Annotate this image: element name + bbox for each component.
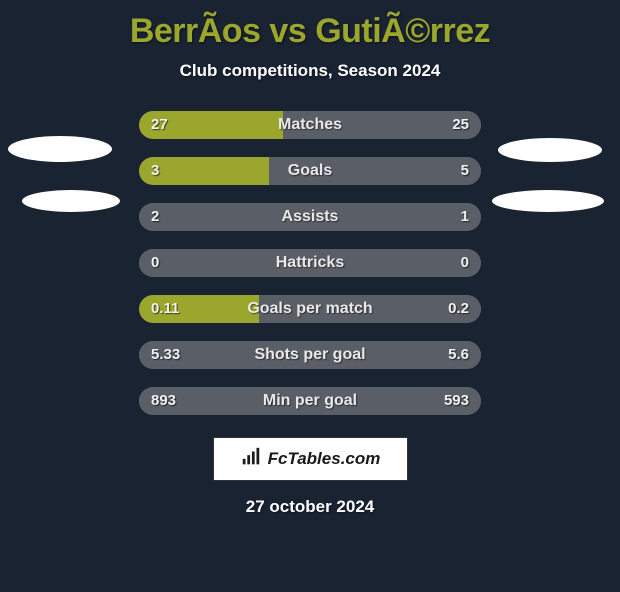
decorative-ellipse — [492, 190, 604, 212]
subtitle: Club competitions, Season 2024 — [0, 61, 620, 81]
date-label: 27 october 2024 — [0, 497, 620, 517]
stat-bar-left — [139, 157, 269, 185]
decorative-ellipse — [498, 138, 602, 162]
page-title: BerrÃ­os vs GutiÃ©rrez — [0, 12, 620, 51]
stat-bar-left — [139, 295, 259, 323]
stat-row: 21Assists — [139, 203, 481, 231]
chart-icon — [240, 446, 262, 473]
stat-row: 2725Matches — [139, 111, 481, 139]
stat-row: 893593Min per goal — [139, 387, 481, 415]
stat-row: 00Hattricks — [139, 249, 481, 277]
source-logo: FcTables.com — [213, 437, 408, 481]
stat-row: 35Goals — [139, 157, 481, 185]
stats-area: 2725Matches 35Goals 21Assists 00Hattricks 0.… — [139, 111, 481, 415]
stat-bar-left — [139, 111, 283, 139]
stat-row: 5.335.6Shots per goal — [139, 341, 481, 369]
decorative-ellipse — [22, 190, 120, 212]
logo-text: FcTables.com — [268, 449, 381, 469]
decorative-ellipse — [8, 136, 112, 162]
stat-row: 0.110.2Goals per match — [139, 295, 481, 323]
